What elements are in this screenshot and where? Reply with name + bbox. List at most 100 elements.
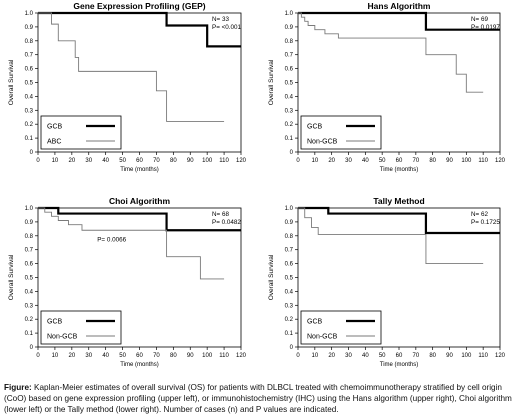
legend-box: [300, 115, 382, 150]
x-axis-label: Time (months): [120, 362, 158, 368]
x-tick-label: 60: [136, 353, 143, 359]
km-panel-3: Choi Algorithm 0 10 20 30 40 50 60 70 80 90 100 110 1…: [8, 196, 247, 368]
y-axis-label: Overall Survival: [8, 59, 15, 105]
legend: GCB Non-GCB: [300, 115, 382, 150]
x-tick-label: 70: [412, 158, 419, 164]
y-tick-label: 0.1: [25, 331, 34, 337]
y-tick-label: 0.9: [285, 220, 294, 226]
x-tick-label: 80: [170, 353, 177, 359]
x-tick-label: 0: [36, 353, 40, 359]
km-panel-4: Tally Method 0 10 20 30 40 50 60 70 80 90 100 110 120…: [268, 196, 506, 368]
x-tick-label: 30: [345, 353, 352, 359]
y-tick-label: 0.2: [285, 122, 294, 128]
legend: GCB Non-GCB: [40, 310, 122, 345]
x-tick-label: 110: [478, 353, 488, 359]
y-tick-label: 0: [290, 345, 294, 351]
panel-title: Choi Algorithm: [109, 196, 171, 206]
x-tick-label: 0: [36, 158, 40, 164]
x-tick-label: 120: [495, 158, 506, 164]
x-tick-label: 30: [85, 158, 92, 164]
x-tick-label: 50: [119, 158, 126, 164]
panel-title: Tally Method: [373, 196, 424, 206]
x-tick-label: 20: [68, 158, 75, 164]
legend-label: Non-GCB: [307, 139, 338, 146]
series-line-abc: [38, 12, 225, 122]
x-tick-label: 70: [153, 158, 160, 164]
x-tick-label: 60: [396, 353, 403, 359]
y-tick-label: 0.5: [285, 276, 294, 282]
caption-label: Figure:: [4, 383, 32, 392]
x-tick-label: 80: [170, 158, 177, 164]
y-tick-label: 1.0: [25, 11, 34, 17]
x-tick-label: 50: [119, 353, 126, 359]
y-tick-label: 0.3: [25, 303, 34, 309]
n-value: N= 62: [471, 211, 488, 218]
series-line-gcb: [298, 206, 500, 235]
x-tick-label: 10: [52, 353, 59, 359]
x-tick-label: 120: [236, 353, 247, 359]
y-tick-label: 0.5: [25, 81, 34, 87]
x-tick-label: 0: [296, 158, 300, 164]
y-tick-label: 0: [30, 150, 34, 156]
y-tick-label: 0.4: [285, 94, 294, 100]
y-tick-label: 0.1: [25, 136, 34, 142]
series-line-gcb: [38, 206, 241, 232]
legend-box: [40, 115, 122, 150]
y-tick-label: 0.7: [25, 248, 34, 254]
y-tick-label: 0.9: [25, 25, 34, 31]
panel-title: Gene Expression Profiling (GEP): [73, 1, 205, 11]
y-tick-label: 0.6: [285, 67, 294, 73]
y-tick-label: 0.4: [285, 289, 294, 295]
y-tick-label: 0.8: [25, 39, 34, 45]
p-value: P= 0.1725: [471, 219, 500, 226]
legend-label: Non-GCB: [307, 334, 338, 341]
y-tick-label: 0.5: [25, 276, 34, 282]
x-tick-label: 30: [85, 353, 92, 359]
x-tick-label: 60: [136, 158, 143, 164]
caption-text: Kaplan-Meier estimates of overall surviv…: [4, 383, 512, 414]
y-tick-label: 0.8: [285, 39, 294, 45]
x-tick-label: 50: [379, 158, 386, 164]
x-tick-label: 0: [296, 353, 300, 359]
y-axis-label: Overall Survival: [268, 254, 275, 300]
y-tick-label: 0.3: [285, 303, 294, 309]
y-tick-label: 0.7: [285, 248, 294, 254]
y-tick-label: 0.7: [25, 53, 34, 59]
x-axis-label: Time (months): [380, 362, 418, 368]
y-tick-label: 0.6: [25, 262, 34, 268]
x-tick-label: 40: [362, 353, 369, 359]
y-tick-label: 0.2: [25, 122, 34, 128]
y-axis-label: Overall Survival: [8, 254, 15, 300]
y-tick-label: 0.8: [25, 234, 34, 240]
p-annotation: P= 0.0066: [97, 236, 126, 243]
y-tick-label: 1.0: [25, 206, 34, 212]
x-tick-label: 10: [311, 158, 318, 164]
x-tick-label: 90: [446, 158, 453, 164]
y-tick-label: 1.0: [285, 11, 294, 17]
y-tick-label: 0: [30, 345, 34, 351]
x-axis-label: Time (months): [120, 167, 158, 173]
x-tick-label: 40: [102, 158, 109, 164]
y-axis-label: Overall Survival: [268, 59, 275, 105]
km-figure-svg: Gene Expression Profiling (GEP) 0 10 20 30 40…: [8, 1, 506, 368]
n-value: N= 68: [212, 211, 229, 218]
y-tick-label: 0.9: [285, 25, 294, 31]
x-tick-label: 100: [461, 158, 472, 164]
x-tick-label: 90: [187, 353, 194, 359]
y-tick-label: 0.4: [25, 94, 34, 100]
p-value: P= <0.001: [212, 24, 242, 31]
series-line-non-gcb: [298, 207, 484, 265]
x-tick-label: 50: [379, 353, 386, 359]
y-tick-label: 0.3: [285, 108, 294, 114]
y-tick-label: 0: [290, 150, 294, 156]
y-tick-label: 0.8: [285, 234, 294, 240]
x-tick-label: 100: [202, 158, 213, 164]
y-tick-label: 0.6: [25, 67, 34, 73]
y-tick-label: 0.1: [285, 331, 294, 337]
x-tick-label: 80: [429, 158, 436, 164]
legend-label: GCB: [307, 124, 323, 131]
p-value: P= 0.0482: [212, 219, 241, 226]
y-tick-label: 0.3: [25, 108, 34, 114]
x-tick-label: 90: [187, 158, 194, 164]
